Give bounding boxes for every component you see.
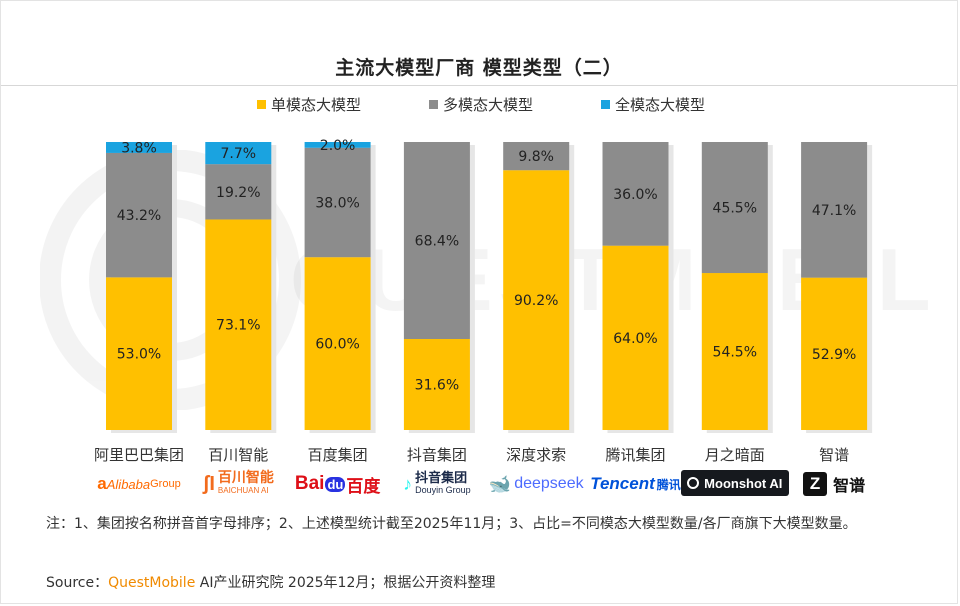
bar-segment xyxy=(701,273,768,430)
legend-swatch-multi xyxy=(429,100,438,109)
bar-segment xyxy=(304,257,371,430)
legend-swatch-single xyxy=(257,100,266,109)
data-label: 31.6% xyxy=(415,377,459,393)
data-label: 52.9% xyxy=(812,347,856,363)
data-label: 64.0% xyxy=(613,331,657,347)
legend-label-single: 单模态大模型 xyxy=(271,96,362,114)
bar-segment xyxy=(205,219,272,430)
category-label: 月之暗面 xyxy=(704,446,765,464)
bar-segment xyxy=(106,277,172,430)
source-brand: QuestMobile xyxy=(108,575,196,591)
data-label: 7.7% xyxy=(221,146,257,162)
category-label: 抖音集团 xyxy=(406,446,467,464)
data-label: 90.2% xyxy=(514,293,558,309)
footnote: 注：1、集团按名称拼音首字母排序；2、上述模型统计截至2025年11月；3、占比… xyxy=(46,516,857,532)
category-label: 智谱 xyxy=(819,446,850,464)
category-label: 百度集团 xyxy=(307,446,368,464)
data-label: 54.5% xyxy=(713,345,757,361)
bar-segment xyxy=(106,142,172,153)
bar-segment xyxy=(403,338,470,430)
legend-label-omni: 全模态大模型 xyxy=(615,96,706,114)
data-label: 47.1% xyxy=(812,203,856,219)
data-label: 38.0% xyxy=(315,195,359,211)
vendor-logo: 🐋 deepseek xyxy=(488,473,584,494)
bar-segment xyxy=(205,142,272,165)
vendor-logo: Z 智谱 xyxy=(780,470,888,498)
bar-segment xyxy=(602,142,669,246)
bar-segment xyxy=(503,142,570,171)
chart-legend: 单模态大模型 多模态大模型 全模态大模型 xyxy=(0,94,960,116)
category-label: 深度求索 xyxy=(506,446,567,464)
bar-segment xyxy=(701,142,768,274)
vendor-logo: Bai du 百度 xyxy=(294,473,381,496)
legend-item-omni: 全模态大模型 xyxy=(601,94,705,115)
bar-segment xyxy=(801,142,868,278)
vendor-logo: ♪ 抖音集团 Douyin Group xyxy=(403,470,471,495)
data-label: 68.4% xyxy=(415,233,459,249)
vendor-logo: Tencent 腾讯 xyxy=(590,474,681,493)
page-title: 主流大模型厂商 模型类型（二） xyxy=(335,57,623,79)
data-label: 60.0% xyxy=(315,337,359,353)
vendor-logo: Moonshot AI xyxy=(680,470,789,496)
bar-segment xyxy=(106,152,172,278)
bar-segment xyxy=(801,277,868,430)
legend-label-multi: 多模态大模型 xyxy=(443,96,534,114)
source-suffix: AI产业研究院 2025年12月；根据公开资料整理 xyxy=(195,575,496,591)
source-prefix: Source： xyxy=(46,575,109,591)
category-label: 阿里巴巴集团 xyxy=(93,446,184,464)
vendor-logo: a Alibaba Group xyxy=(97,474,181,493)
data-label: 2.0% xyxy=(320,138,356,154)
category-label: 百川智能 xyxy=(208,446,269,464)
bar-segment xyxy=(602,245,669,430)
bar-segment xyxy=(205,164,272,220)
vendor-logo: ʃI 百川智能 BAICHUAN AI xyxy=(202,469,274,495)
data-label: 3.8% xyxy=(121,140,157,156)
category-label: 腾讯集团 xyxy=(605,446,666,464)
data-label: 53.0% xyxy=(117,347,161,363)
bar-segment xyxy=(304,142,371,148)
legend-item-multi: 多模态大模型 xyxy=(429,94,533,115)
bar-segment xyxy=(403,142,470,339)
title-bar: 主流大模型厂商 模型类型（二） xyxy=(1,1,957,86)
data-label: 9.8% xyxy=(518,149,554,165)
source-line: Source：QuestMobile AI产业研究院 2025年12月；根据公开… xyxy=(46,572,495,592)
bar-segment xyxy=(503,170,570,430)
legend-item-single: 单模态大模型 xyxy=(257,94,361,115)
bar-segment xyxy=(304,147,371,258)
data-label: 73.1% xyxy=(216,318,260,334)
data-label: 19.2% xyxy=(216,185,260,201)
legend-swatch-omni xyxy=(601,100,610,109)
data-label: 45.5% xyxy=(713,201,757,217)
data-label: 36.0% xyxy=(613,187,657,203)
data-label: 43.2% xyxy=(117,208,161,224)
